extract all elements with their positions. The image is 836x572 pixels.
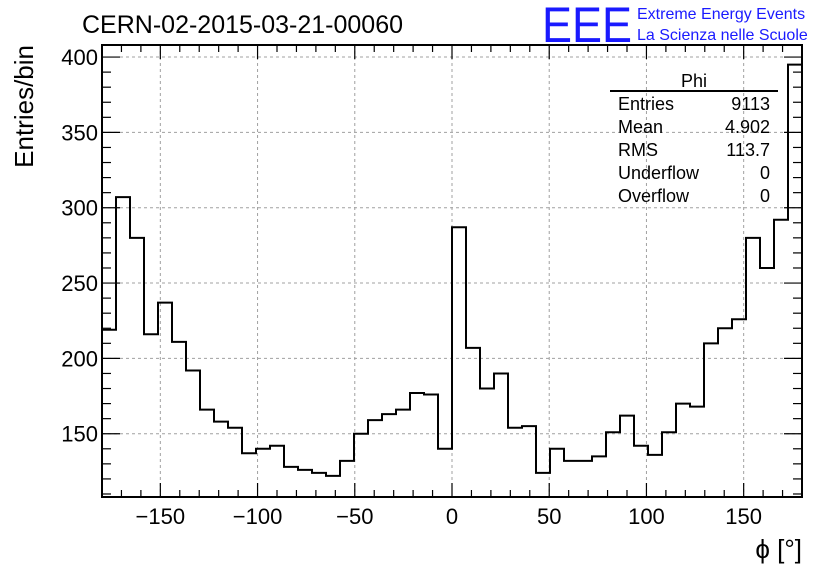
y-axis-title: Entries/bin — [9, 45, 39, 168]
logo-line-2: La Scienza nelle Scuole — [637, 27, 808, 44]
x-tick-label: 150 — [725, 504, 762, 529]
y-tick-label: 250 — [61, 271, 98, 296]
logo-line-1: Extreme Energy Events — [637, 6, 805, 23]
eee-logo: EEE — [542, 0, 632, 53]
y-tick-label: 300 — [61, 196, 98, 221]
stats-rows: Entries 9113 Mean 4.902 RMS 113.7 Underflow 0 Ov… — [618, 94, 770, 206]
stats-row-value: 0 — [760, 163, 770, 183]
histogram-line — [102, 63, 802, 477]
stats-row-value: 4.902 — [725, 117, 770, 137]
y-tick-label: 400 — [61, 45, 98, 70]
stats-row-label: Overflow — [618, 186, 690, 206]
x-tick-labels: −150 −100 −50 0 50 100 150 — [136, 504, 762, 529]
stats-box: Phi Entries 9113 Mean 4.902 RMS 113.7 Underflo… — [610, 71, 778, 206]
y-tick-label: 200 — [61, 346, 98, 371]
y-tick-label: 350 — [61, 120, 98, 145]
x-axis-title: ϕ [°] — [755, 534, 802, 564]
stats-row-label: Mean — [618, 117, 663, 137]
stats-row-value: 113.7 — [726, 140, 770, 160]
stats-row-label: Underflow — [618, 163, 700, 183]
stats-row-label: RMS — [618, 140, 658, 160]
y-tick-labels: 150 200 250 300 350 400 — [61, 45, 98, 447]
axis-ticks — [101, 45, 803, 497]
stats-row-value: 9113 — [731, 94, 770, 114]
stats-row-label: Entries — [618, 94, 674, 114]
x-tick-label: −100 — [233, 504, 283, 529]
x-tick-label: 0 — [446, 504, 458, 529]
x-tick-label: −50 — [336, 504, 373, 529]
stats-row-value: 0 — [760, 186, 770, 206]
stats-title: Phi — [681, 71, 707, 91]
x-tick-label: 100 — [628, 504, 665, 529]
chart-title: CERN-02-2015-03-21-00060 — [82, 11, 403, 39]
y-tick-label: 150 — [61, 422, 98, 447]
x-tick-label: 50 — [537, 504, 561, 529]
x-tick-label: −150 — [136, 504, 186, 529]
